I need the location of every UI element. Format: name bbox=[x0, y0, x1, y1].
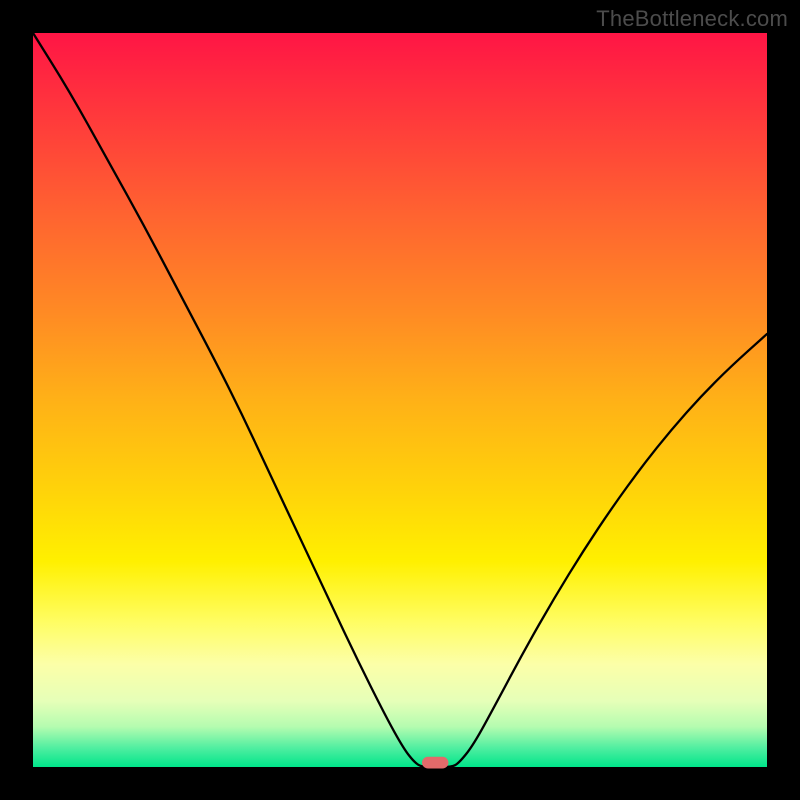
optimal-marker bbox=[422, 757, 448, 769]
attribution-label: TheBottleneck.com bbox=[596, 6, 788, 32]
bottleneck-chart bbox=[0, 0, 800, 800]
chart-container: TheBottleneck.com bbox=[0, 0, 800, 800]
gradient-background bbox=[33, 33, 767, 767]
